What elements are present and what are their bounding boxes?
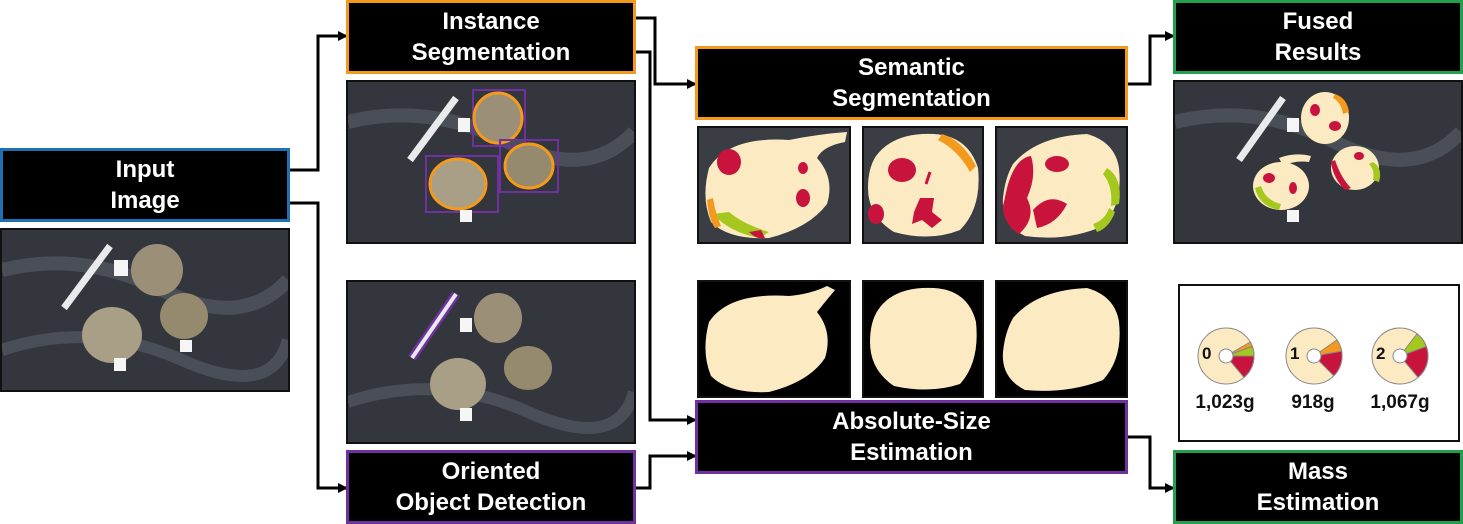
fused-results-photo: [1173, 80, 1463, 244]
mass-pie-id-0: 0: [1202, 344, 1212, 363]
mass-pie-1: [1285, 327, 1343, 385]
instance-segmentation-photo: [346, 80, 636, 244]
input-photo: [0, 228, 290, 392]
mask-crop-0: [697, 280, 851, 398]
arrow-oriented-to-absolute: [636, 451, 697, 490]
mass-pie-0: [1197, 327, 1255, 385]
mass-estimation-panel: 0 1,023g 1 918g 2 1,067g: [1178, 284, 1460, 442]
arrow-input-to-instance: [290, 31, 348, 172]
semantic-crop-1: [862, 126, 984, 244]
mask-crop-2: [995, 280, 1128, 398]
mass-value-0: 1,023g: [1195, 392, 1255, 413]
arrow-input-to-oriented: [290, 201, 348, 493]
instance-segmentation-node: Instance Segmentation: [346, 0, 636, 74]
mass-value-1: 918g: [1291, 392, 1335, 413]
arrow-semantic-to-fused: [1128, 31, 1175, 86]
absolute-size-estimation-node: Absolute-Size Estimation: [695, 400, 1128, 474]
input-image-node: Input Image: [0, 148, 290, 222]
mask-crop-1: [862, 280, 984, 398]
mass-pie-2: [1371, 327, 1429, 385]
arrow-instance-to-absolute: [636, 50, 697, 425]
mass-pie-id-1: 1: [1290, 344, 1300, 363]
oriented-detection-photo: [346, 280, 636, 444]
mass-value-2: 1,067g: [1370, 392, 1430, 413]
oriented-object-detection-node: Oriented Object Detection: [346, 450, 636, 524]
mass-estimation-node: Mass Estimation: [1173, 450, 1463, 524]
semantic-crop-2: [995, 126, 1128, 244]
arrow-instance-to-semantic: [636, 16, 697, 89]
fused-results-node: Fused Results: [1173, 0, 1463, 74]
arrow-absolute-to-mass: [1128, 435, 1175, 493]
semantic-crop-0: [697, 126, 851, 244]
mass-pie-id-2: 2: [1376, 344, 1386, 363]
semantic-segmentation-node: Semantic Segmentation: [695, 46, 1128, 120]
